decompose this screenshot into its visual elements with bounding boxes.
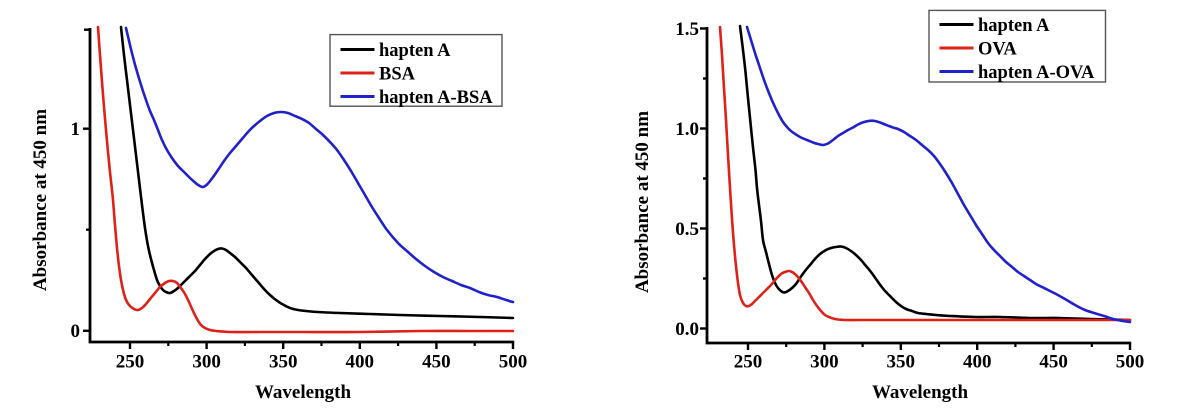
svg-text:500: 500: [1116, 352, 1145, 373]
svg-text:Absorbance at 450 nm: Absorbance at 450 nm: [632, 111, 653, 293]
svg-text:500: 500: [499, 352, 528, 373]
svg-text:1: 1: [71, 119, 81, 140]
svg-text:450: 450: [1039, 352, 1068, 373]
svg-text:350: 350: [887, 352, 916, 373]
svg-text:hapten A: hapten A: [379, 41, 451, 61]
svg-text:400: 400: [963, 352, 992, 373]
svg-text:Wavelength: Wavelength: [872, 382, 968, 403]
svg-text:hapten A: hapten A: [978, 16, 1050, 36]
svg-text:OVA: OVA: [978, 40, 1017, 60]
svg-text:300: 300: [192, 352, 221, 373]
svg-text:hapten A-BSA: hapten A-BSA: [379, 88, 493, 108]
svg-text:0.5: 0.5: [675, 219, 699, 240]
svg-text:250: 250: [734, 352, 763, 373]
svg-text:300: 300: [810, 352, 839, 373]
svg-text:1.5: 1.5: [675, 19, 699, 40]
svg-text:0: 0: [71, 321, 81, 342]
svg-text:450: 450: [422, 352, 451, 373]
svg-text:400: 400: [346, 352, 375, 373]
svg-text:hapten A-OVA: hapten A-OVA: [978, 63, 1095, 83]
svg-text:Absorbance at 450 nm: Absorbance at 450 nm: [30, 109, 51, 291]
svg-text:Wavelength: Wavelength: [255, 382, 351, 403]
svg-text:350: 350: [269, 352, 298, 373]
svg-text:1.0: 1.0: [675, 119, 699, 140]
svg-text:250: 250: [116, 352, 145, 373]
svg-text:BSA: BSA: [379, 65, 416, 85]
svg-text:0.0: 0.0: [675, 319, 699, 340]
